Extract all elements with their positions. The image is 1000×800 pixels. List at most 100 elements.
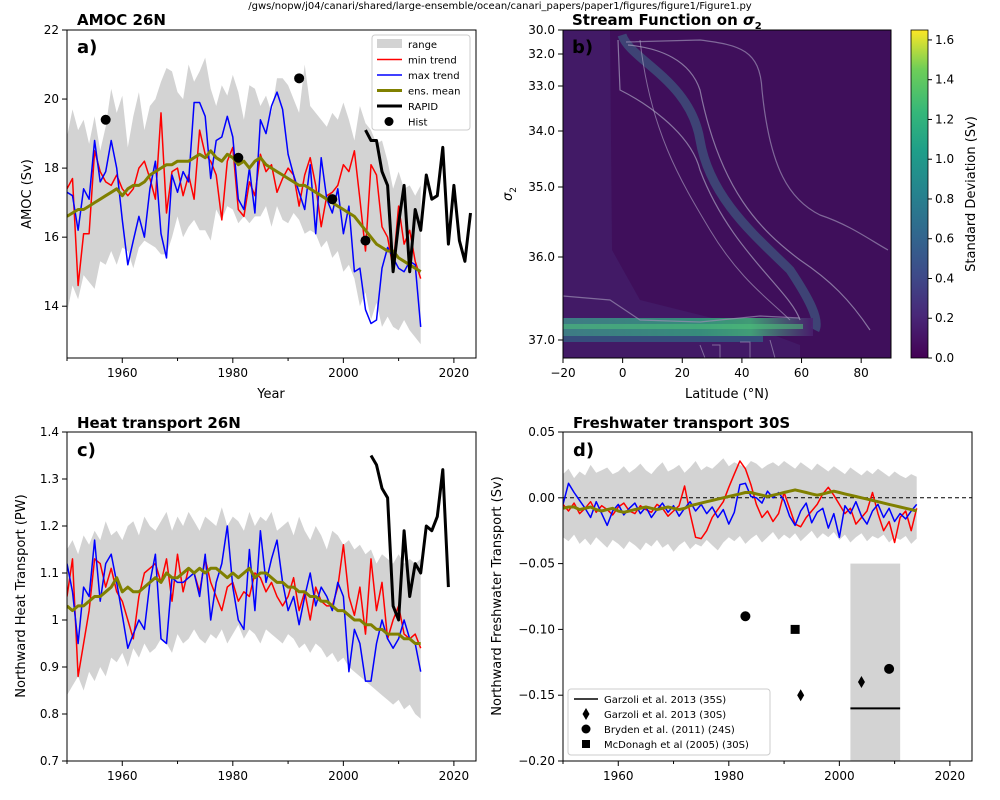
panel-b-frame bbox=[562, 29, 892, 359]
panel-b-ylabel: σ2 bbox=[501, 187, 519, 201]
legend-entry: RAPID bbox=[377, 102, 438, 113]
panel-d-plot-area bbox=[563, 458, 972, 761]
panel-b-letter: b) bbox=[572, 37, 593, 58]
legend-swatch bbox=[582, 708, 590, 720]
series-ens-mean bbox=[67, 149, 422, 273]
x-tick-label: 1980 bbox=[218, 769, 249, 783]
panel-c-plot-area bbox=[67, 454, 450, 719]
panel-d-legend: Garzoli et al. 2013 (35S) Garzoli et al. … bbox=[567, 688, 771, 756]
colorbar-axes: 0.0 0.2 0.4 0.6 0.8 1.0 1.2 1.4 1.6 bbox=[928, 33, 954, 365]
panel-a-frame bbox=[66, 29, 477, 359]
y-tick-label: 30.0 bbox=[528, 23, 555, 37]
panel-a-axes: 1960 1980 2000 2020 14 16 18 20 22 bbox=[44, 23, 469, 380]
heatmap-band-lower bbox=[563, 336, 763, 342]
contour-line-4 bbox=[563, 295, 801, 323]
legend-entry: min trend bbox=[377, 56, 457, 67]
panel-d-title: Freshwater transport 30S bbox=[573, 414, 790, 432]
series-max-trend bbox=[67, 91, 422, 327]
series-max-trend bbox=[67, 525, 422, 682]
data-diamond bbox=[857, 676, 865, 689]
legend-label: Garzoli et al. 2013 (30S) bbox=[604, 710, 726, 721]
panel-a-ylabel: AMOC (Sv) bbox=[20, 159, 35, 229]
legend-label: Hist bbox=[408, 118, 428, 129]
data-point bbox=[360, 235, 371, 246]
legend-label: max trend bbox=[408, 71, 460, 82]
colorbar-tick-label: 0.0 bbox=[935, 351, 954, 365]
panel-a-letter: a) bbox=[77, 37, 97, 58]
series-rapid bbox=[369, 454, 450, 622]
series-rapid bbox=[364, 129, 472, 274]
y-tick-label: −0.10 bbox=[518, 622, 555, 636]
y-tick-label: 18 bbox=[44, 161, 59, 175]
y-tick-label: 37.0 bbox=[528, 333, 555, 347]
legend-label: RAPID bbox=[408, 102, 438, 113]
panel-c: Heat transport 26N 1960 1980 2000 2020 0.7 0.… bbox=[14, 414, 477, 783]
panel-d-letter: d) bbox=[573, 440, 594, 461]
y-tick-label: 36.0 bbox=[528, 250, 555, 264]
y-tick-label: −0.15 bbox=[518, 688, 555, 702]
x-tick-label: 2020 bbox=[439, 769, 470, 783]
legend-box bbox=[567, 688, 771, 756]
legend-label: ens. mean bbox=[408, 87, 460, 98]
y-tick-label: 33.0 bbox=[528, 79, 555, 93]
y-tick-label: 0.7 bbox=[40, 754, 59, 768]
x-tick-label: 1980 bbox=[714, 769, 745, 783]
contour-line-bottom bbox=[699, 339, 776, 358]
x-tick-label: 2020 bbox=[439, 366, 470, 380]
x-tick-label: 1960 bbox=[107, 769, 138, 783]
y-tick-label: 0.9 bbox=[40, 660, 59, 674]
x-tick-label: 2000 bbox=[328, 366, 359, 380]
legend-entry: ens. mean bbox=[377, 87, 460, 98]
data-point bbox=[233, 152, 244, 163]
x-tick-label: 2000 bbox=[824, 769, 855, 783]
panel-c-frame bbox=[66, 431, 477, 762]
y-tick-label: 22 bbox=[44, 23, 59, 37]
panel-d-axes: 1960 1980 2000 2020 −0.20 −0.15 −0.10 −0.05 0.00… bbox=[518, 425, 965, 783]
panel-b: Stream Function on σ2 −20 0 20 40 60 80 30.0 32… bbox=[501, 11, 979, 402]
legend-swatch bbox=[384, 117, 394, 126]
legend-entry: range bbox=[377, 39, 437, 51]
y-tick-label: 32.0 bbox=[528, 47, 555, 61]
colorbar-tick-label: 1.6 bbox=[935, 33, 954, 47]
x-tick-label: 2020 bbox=[935, 769, 966, 783]
y-tick-label: 0.05 bbox=[528, 425, 555, 439]
y-tick-label: 16 bbox=[44, 230, 59, 244]
panel-c-axes: 1960 1980 2000 2020 0.7 0.8 0.9 1 1.1 1.2 1.3 1.4 bbox=[40, 425, 469, 783]
range-band bbox=[563, 458, 917, 552]
y-tick-label: 0.8 bbox=[40, 707, 59, 721]
figure-path-label: /gws/nopw/j04/canari/shared/large-ensemb… bbox=[248, 1, 752, 12]
x-tick-label: −20 bbox=[550, 366, 575, 380]
y-tick-label: 1.3 bbox=[40, 472, 59, 486]
y-tick-label: 34.0 bbox=[528, 124, 555, 138]
colorbar-tick-label: 0.6 bbox=[935, 232, 954, 246]
x-tick-label: 80 bbox=[854, 366, 869, 380]
x-tick-label: 1960 bbox=[107, 366, 138, 380]
contour-line-1 bbox=[617, 39, 801, 321]
colorbar-tick-label: 1.0 bbox=[935, 152, 954, 166]
panel-b-axes: −20 0 20 40 60 80 30.0 32.0 33.0 34.0 35.0 36.0 37.0 bbox=[528, 23, 869, 380]
heatmap-ridge-upper bbox=[617, 33, 821, 333]
series-ens-mean bbox=[563, 488, 918, 514]
legend-swatch bbox=[377, 39, 402, 48]
panel-c-letter: c) bbox=[77, 440, 96, 461]
heatmap-band-core bbox=[563, 324, 803, 329]
panel-c-title: Heat transport 26N bbox=[77, 414, 241, 432]
x-tick-label: 1980 bbox=[218, 366, 249, 380]
legend-entry: Hist bbox=[384, 117, 428, 129]
y-tick-label: 1.4 bbox=[40, 425, 59, 439]
contour-line-2 bbox=[627, 44, 871, 331]
series-ens-mean bbox=[67, 566, 421, 645]
y-tick-label: 1.2 bbox=[40, 519, 59, 533]
y-tick-label: 0.00 bbox=[528, 491, 555, 505]
x-tick-label: 1960 bbox=[603, 769, 634, 783]
legend-entry: Garzoli et al. 2013 (35S) bbox=[574, 695, 726, 706]
series-min-trend bbox=[563, 460, 918, 544]
legend-swatch bbox=[582, 740, 590, 748]
data-point bbox=[740, 611, 751, 622]
panel-a: AMOC 26N 1960 1980 2000 2020 14 16 18 20 22 a) Y… bbox=[20, 11, 477, 402]
colorbar-tick-label: 0.2 bbox=[935, 311, 954, 325]
y-tick-label: 20 bbox=[44, 92, 59, 106]
data-point bbox=[884, 663, 895, 674]
colorbar-tick-label: 1.2 bbox=[935, 112, 954, 126]
